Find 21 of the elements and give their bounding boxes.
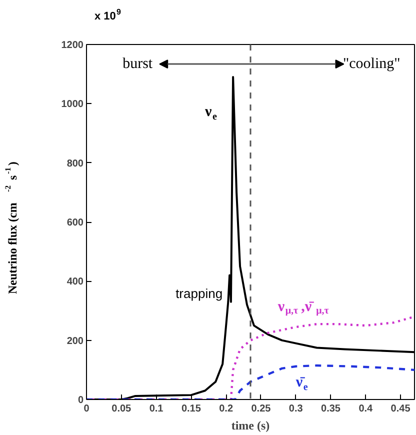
x-tick-label: 0.35 bbox=[321, 404, 341, 414]
y-axis-title: Neutrino flux (cm-2 s-1) bbox=[4, 162, 20, 294]
y-tick-label: 0 bbox=[78, 395, 84, 406]
x-tick-label: 0.15 bbox=[181, 404, 202, 414]
y-tick-label: 200 bbox=[66, 336, 84, 347]
x-tick-label: 0.05 bbox=[112, 404, 132, 414]
x-tick-label: 0.25 bbox=[251, 404, 272, 414]
y-tick-label: 1200 bbox=[61, 40, 84, 51]
x-axis-title: time (s) bbox=[231, 418, 270, 432]
x-tick-label: 0.45 bbox=[390, 404, 411, 414]
x-tick-label: 0.4 bbox=[358, 404, 374, 414]
annotation: trapping bbox=[176, 286, 223, 301]
y-tick-label: 800 bbox=[66, 158, 84, 170]
x-tick-label: 0.1 bbox=[149, 404, 164, 414]
y-tick-label: 1000 bbox=[61, 99, 84, 110]
x-tick-label: 0.3 bbox=[288, 404, 304, 414]
annotation: "cooling" bbox=[343, 56, 400, 72]
y-tick-label: 600 bbox=[66, 218, 84, 228]
y-tick-label: 400 bbox=[66, 276, 84, 288]
x-tick-label: 0.2 bbox=[219, 404, 234, 414]
annotation: burst bbox=[122, 56, 154, 72]
